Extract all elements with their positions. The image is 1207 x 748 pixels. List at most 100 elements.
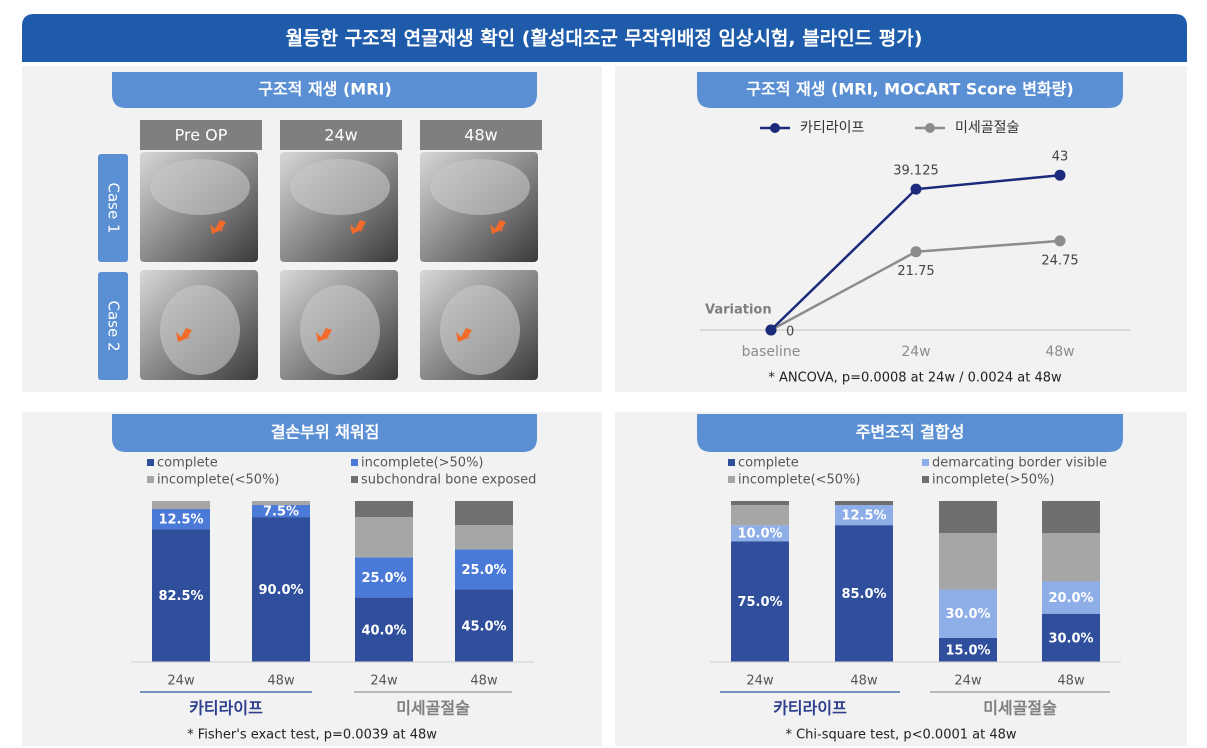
x-tick-label: 24w — [954, 674, 982, 689]
group-label: 미세골절술 — [983, 699, 1057, 718]
panel — [615, 66, 1187, 392]
legend-label: 카티라이프 — [800, 120, 865, 136]
mri-structure — [290, 159, 390, 215]
legend-swatch — [351, 459, 358, 466]
data-label: 82.5% — [158, 589, 203, 604]
x-tick-label: baseline — [742, 344, 801, 360]
data-label: 39.125 — [893, 164, 939, 179]
data-label: 15.0% — [945, 643, 990, 658]
bar-segment — [835, 505, 893, 526]
x-tick-label: 24w — [901, 344, 930, 360]
bar-segment — [731, 501, 789, 506]
panel-title: 주변조직 결합성 — [856, 423, 965, 442]
bar-segment — [939, 589, 997, 638]
bar-segment — [1042, 501, 1100, 534]
panel-title-pill — [112, 72, 537, 108]
bar-segment — [731, 525, 789, 542]
legend-label: subchondral bone exposed — [361, 473, 536, 488]
bar-segment — [355, 501, 413, 518]
bar-segment — [252, 501, 310, 506]
bar-segment — [355, 517, 413, 558]
bar-segment — [731, 541, 789, 662]
panel — [22, 412, 602, 746]
group-label: 미세골절술 — [396, 699, 470, 718]
mri-arrow — [350, 220, 366, 234]
data-label: 45.0% — [461, 619, 506, 634]
data-label: 85.0% — [841, 587, 886, 602]
bar-segment — [152, 509, 210, 530]
group-label: 카티라이프 — [189, 699, 263, 718]
data-label: 0 — [786, 325, 794, 340]
mri-arrow — [210, 220, 226, 234]
bar-segment — [355, 557, 413, 598]
data-label: 30.0% — [945, 607, 990, 622]
column-label: Pre OP — [175, 126, 228, 145]
data-label: 12.5% — [158, 513, 203, 528]
bar-segment — [1042, 613, 1100, 662]
data-label: 43 — [1052, 150, 1069, 165]
data-label: 21.75 — [897, 264, 934, 279]
column-label: 48w — [464, 126, 497, 145]
mri-structure — [430, 159, 530, 215]
panel-title-pill — [697, 72, 1123, 108]
panel-title: 결손부위 채워짐 — [271, 423, 380, 442]
x-tick-label: 48w — [1045, 344, 1074, 360]
legend-label: complete — [157, 456, 218, 471]
bar-segment — [939, 637, 997, 662]
x-tick-label: 48w — [267, 674, 295, 689]
row-label: Case 2 — [105, 300, 123, 351]
legend-marker — [770, 123, 780, 133]
x-tick-label: 24w — [167, 674, 195, 689]
data-label: 10.0% — [737, 527, 782, 542]
data-label: 24.75 — [1041, 253, 1078, 268]
legend-swatch — [922, 476, 929, 483]
column-header — [420, 120, 542, 150]
point — [910, 183, 922, 195]
mri-arrow — [316, 328, 332, 342]
row-header — [98, 154, 128, 262]
bar-segment — [455, 549, 513, 590]
column-header — [280, 120, 402, 150]
bar-segment — [455, 525, 513, 550]
mri-arrow — [490, 220, 506, 234]
y-axis-label: Variation — [705, 303, 772, 318]
legend-label: incomplete(<50%) — [157, 473, 280, 488]
x-tick-label: 48w — [470, 674, 498, 689]
group-label: 카티라이프 — [773, 699, 847, 718]
data-label: 25.0% — [361, 571, 406, 586]
note: * Fisher's exact test, p=0.0039 at 48w — [187, 728, 437, 743]
x-tick-label: 24w — [746, 674, 774, 689]
mri-structure — [300, 285, 380, 375]
legend-label: incomplete(<50%) — [738, 473, 861, 488]
legend-label: 미세골절술 — [955, 120, 1020, 136]
bar-segment — [1042, 533, 1100, 582]
bar-segment — [731, 505, 789, 526]
note: * Chi-square test, p<0.0001 at 48w — [785, 728, 1016, 743]
bar-segment — [835, 501, 893, 506]
row-label: Case 1 — [105, 182, 123, 233]
data-label: 20.0% — [1048, 591, 1093, 606]
bar-segment — [1042, 581, 1100, 614]
legend-swatch — [728, 459, 735, 466]
mri-structure — [160, 285, 240, 375]
bar-segment — [152, 501, 210, 510]
legend-label: incomplete(>50%) — [361, 456, 484, 471]
mri-arrow — [176, 328, 192, 342]
header-bar — [22, 14, 1187, 62]
legend-swatch — [147, 476, 154, 483]
mri-structure — [150, 159, 250, 215]
bar-segment — [455, 589, 513, 662]
legend-label: demarcating border visible — [932, 456, 1107, 471]
mri-arrow — [456, 328, 472, 342]
bar-segment — [939, 501, 997, 534]
data-label: 30.0% — [1048, 631, 1093, 646]
bar-segment — [152, 529, 210, 662]
row-header — [98, 272, 128, 380]
bar-segment — [835, 525, 893, 662]
bar-segment — [455, 501, 513, 526]
header-title: 월등한 구조적 연골재생 확인 (활성대조군 무작위배정 임상시험, 블라인드 … — [286, 27, 923, 50]
legend-swatch — [147, 459, 154, 466]
point — [1054, 169, 1066, 181]
